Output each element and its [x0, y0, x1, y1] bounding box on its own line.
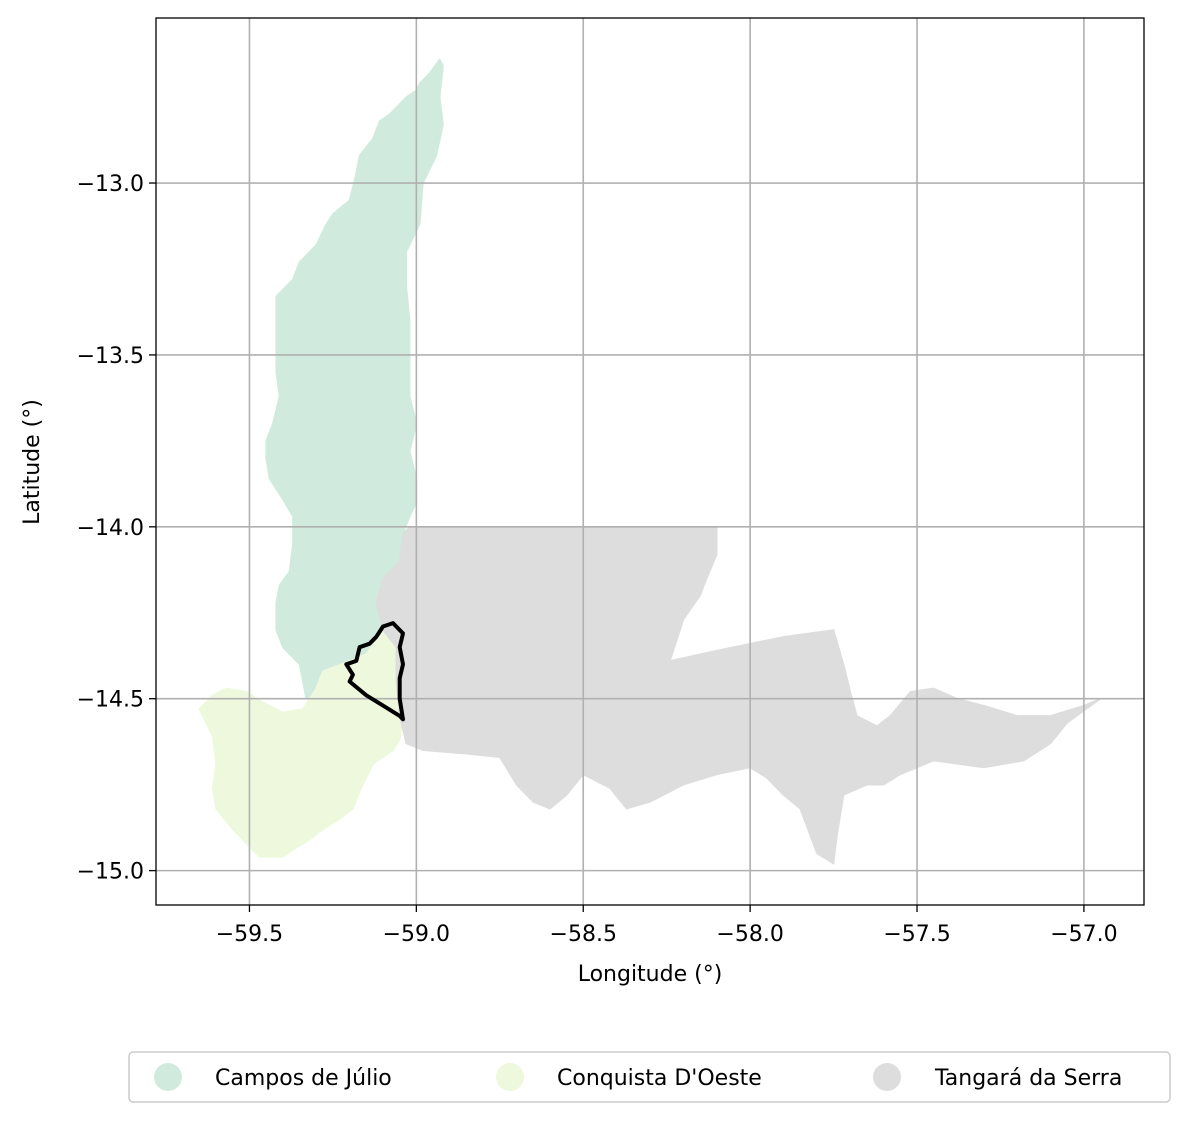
- y-tick-label: −14.5: [77, 688, 144, 713]
- legend-marker: [154, 1063, 182, 1091]
- grid-lines: [156, 18, 1144, 905]
- y-tick-label: −13.5: [77, 344, 144, 369]
- legend-label: Campos de Júlio: [215, 1066, 392, 1091]
- municipality-regions: [198, 58, 1102, 865]
- legend: Campos de Júlio Conquista D'Oeste Tangar…: [128, 1051, 1171, 1103]
- legend-frame: [128, 1051, 1171, 1103]
- plot-frame: [155, 17, 1145, 906]
- region-campos-de-julio: [265, 58, 444, 700]
- legend-item-conquista-doeste: Conquista D'Oeste: [496, 1063, 762, 1091]
- legend-item-tangara-da-serra: Tangará da Serra: [873, 1063, 1122, 1091]
- y-tick-label: −15.0: [77, 860, 144, 885]
- y-tick-label: −14.0: [77, 516, 144, 541]
- legend-label: Tangará da Serra: [934, 1066, 1122, 1091]
- y-axis-ticks: −13.0 −13.5 −14.0 −14.5 −15.0: [77, 172, 156, 885]
- x-tick-label: −57.5: [883, 922, 950, 947]
- y-axis-label: Latitude (°): [20, 399, 45, 525]
- study-area-boundary: [344, 621, 405, 722]
- legend-label: Conquista D'Oeste: [557, 1066, 762, 1091]
- x-axis-ticks: −59.5 −59.0 −58.5 −58.0 −57.5 −57.0: [216, 905, 1118, 947]
- legend-marker: [873, 1063, 901, 1091]
- x-tick-label: −59.5: [216, 922, 283, 947]
- x-tick-label: −57.0: [1050, 922, 1117, 947]
- y-tick-label: −13.0: [77, 172, 144, 197]
- x-tick-label: −58.0: [716, 922, 783, 947]
- region-tangara-da-serra: [375, 526, 1102, 865]
- x-tick-label: −59.0: [383, 922, 450, 947]
- legend-item-campos-de-julio: Campos de Júlio: [154, 1063, 392, 1091]
- x-axis-label: Longitude (°): [578, 962, 723, 987]
- x-tick-label: −58.5: [550, 922, 617, 947]
- study-area-outline: [344, 621, 405, 722]
- legend-marker: [496, 1063, 524, 1091]
